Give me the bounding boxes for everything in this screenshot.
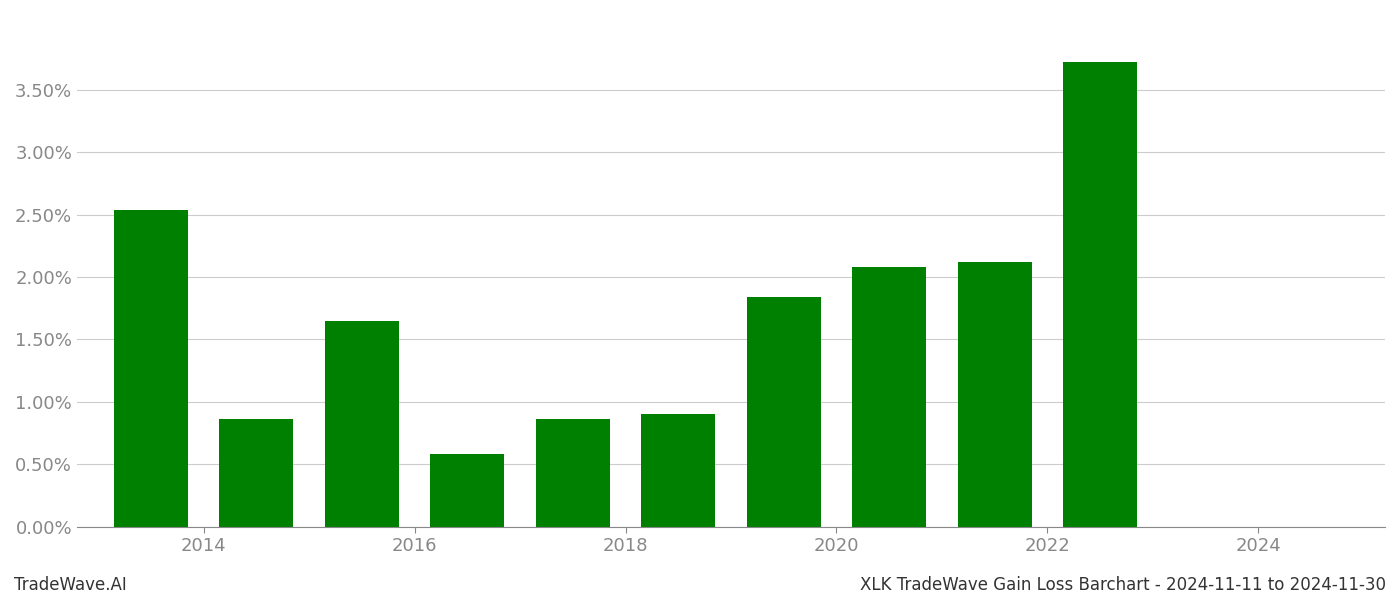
Bar — [113, 209, 188, 527]
Bar — [641, 414, 715, 527]
Text: TradeWave.AI: TradeWave.AI — [14, 576, 127, 594]
Bar — [958, 262, 1032, 527]
Bar — [430, 454, 504, 527]
Bar — [853, 267, 927, 527]
Bar — [1063, 62, 1137, 527]
Text: XLK TradeWave Gain Loss Barchart - 2024-11-11 to 2024-11-30: XLK TradeWave Gain Loss Barchart - 2024-… — [860, 576, 1386, 594]
Bar — [536, 419, 609, 527]
Bar — [746, 297, 820, 527]
Bar — [220, 419, 293, 527]
Bar — [325, 321, 399, 527]
